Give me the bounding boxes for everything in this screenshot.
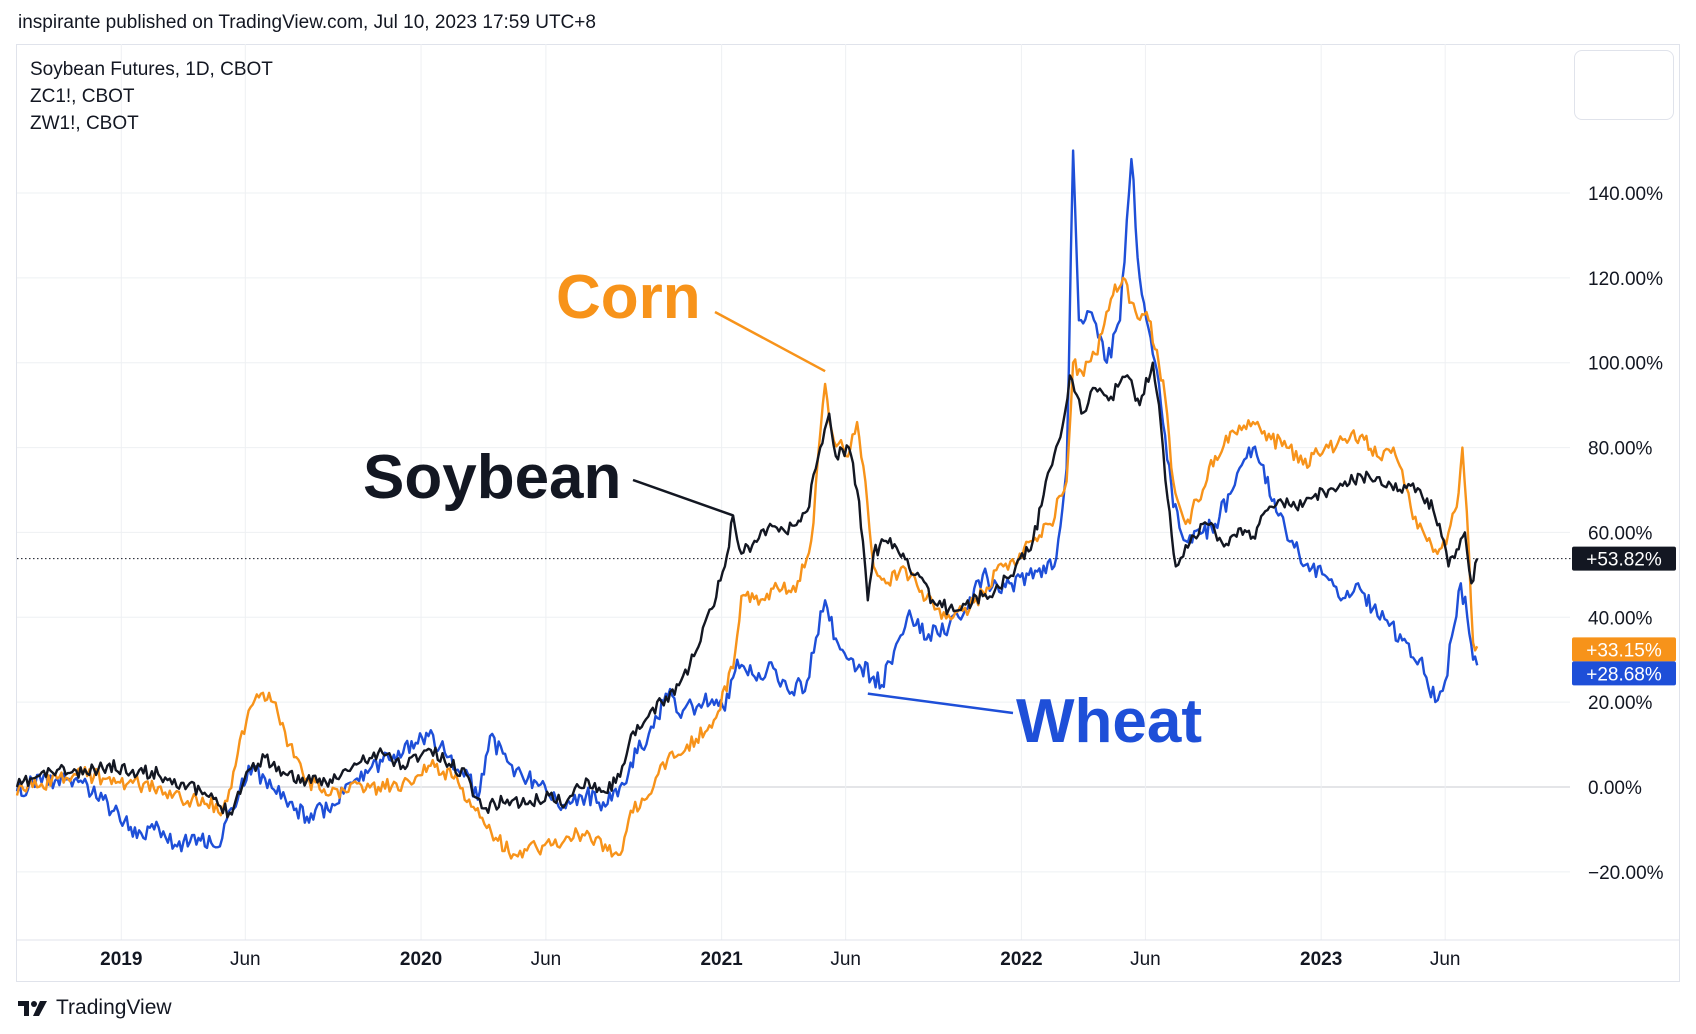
x-tick-label: Jun <box>230 949 261 970</box>
y-tick-label: −20.00% <box>1588 863 1664 884</box>
series-line-corn <box>15 276 1479 860</box>
last-value-label-soybean: +53.82% <box>1586 550 1662 571</box>
y-tick-label: 0.00% <box>1588 778 1642 799</box>
legend-main-symbol[interactable]: Soybean Futures, 1D, CBOT <box>30 59 273 80</box>
chart-control-box[interactable] <box>1574 50 1674 120</box>
y-tick-label: 60.00% <box>1588 523 1653 544</box>
legend-compare-wheat[interactable]: ZW1!, CBOT <box>30 113 139 134</box>
x-tick-label: Jun <box>830 949 861 970</box>
callout-line-wheat <box>867 692 1014 715</box>
y-tick-label: 80.00% <box>1588 439 1653 460</box>
footer: TradingView <box>18 996 172 1020</box>
x-tick-label: Jun <box>531 949 562 970</box>
callout-line-corn <box>714 310 826 373</box>
x-tick-label: Jun <box>1430 949 1461 970</box>
publish-header: inspirante published on TradingView.com,… <box>18 12 596 33</box>
legend-compare-corn[interactable]: ZC1!, CBOT <box>30 86 135 107</box>
last-value-badge-corn <box>1572 637 1676 662</box>
last-value-label-wheat: +28.68% <box>1586 664 1662 685</box>
callout-label-wheat: Wheat <box>1016 687 1202 756</box>
series-layer <box>15 149 1479 860</box>
grid-layer <box>17 44 1572 940</box>
footer-brand[interactable]: TradingView <box>56 996 172 1019</box>
legend: Soybean Futures, 1D, CBOT ZC1!, CBOT ZW1… <box>30 56 273 137</box>
tradingview-logo-icon[interactable] <box>18 998 48 1018</box>
series-line-wheat <box>15 149 1479 853</box>
x-tick-label: 2022 <box>1000 949 1042 970</box>
x-tick-label: Jun <box>1130 949 1161 970</box>
x-tick-label: 2019 <box>100 949 142 970</box>
last-value-badge-wheat <box>1572 661 1676 686</box>
y-tick-label: 20.00% <box>1588 693 1653 714</box>
annotation-layer: Corn Soybean Wheat <box>363 263 1202 756</box>
y-tick-label: 120.00% <box>1588 269 1663 290</box>
chart-frame <box>16 44 1680 982</box>
x-tick-label: 2021 <box>700 949 743 970</box>
last-value-badge-soybean <box>1572 546 1676 571</box>
callout-line-soybean <box>632 478 734 517</box>
series-line-soybean <box>15 361 1479 819</box>
last-value-label-corn: +33.15% <box>1586 640 1662 661</box>
y-tick-label: 40.00% <box>1588 608 1653 629</box>
callout-label-soybean: Soybean <box>363 443 621 512</box>
x-tick-label: 2020 <box>400 949 442 970</box>
y-tick-label: 100.00% <box>1588 354 1663 375</box>
callout-label-corn: Corn <box>556 263 701 332</box>
axis-layer: 140.00% 120.00% 100.00% 80.00% 60.00% 40.00% 2… <box>17 184 1680 970</box>
y-tick-label: 140.00% <box>1588 184 1663 205</box>
x-tick-label: 2023 <box>1300 949 1342 970</box>
